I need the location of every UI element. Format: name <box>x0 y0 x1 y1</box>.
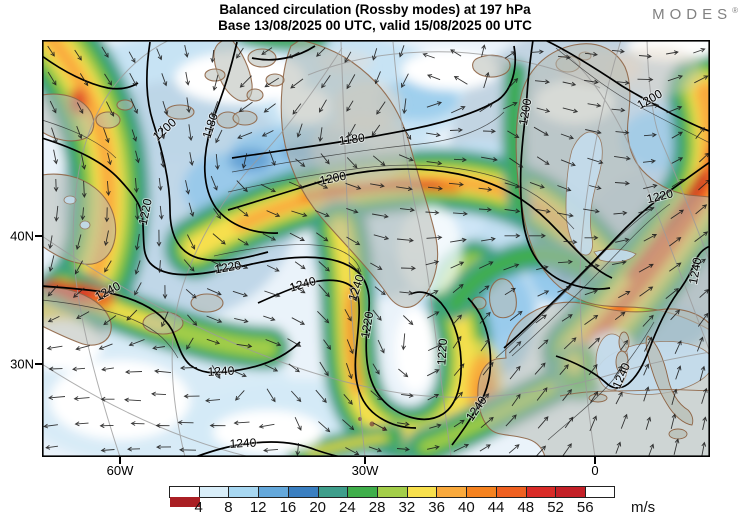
colorbar-value: 20 <box>309 499 326 516</box>
ytick-mark <box>35 363 42 365</box>
contour-label: 1220 <box>213 258 242 276</box>
contours-thin <box>42 47 710 441</box>
xtick-30W: 30W <box>351 463 379 478</box>
ytick-mark <box>35 235 42 237</box>
colorbar-value: 48 <box>517 499 535 516</box>
colorbar-cell <box>378 487 408 497</box>
xtick-0: 0 <box>591 463 599 478</box>
colorbar-cell <box>467 487 497 497</box>
colorbar-cell <box>199 487 230 497</box>
colorbar-cell <box>170 497 200 507</box>
modes-logo: MODES® <box>652 6 738 23</box>
contour-label: 1220 <box>136 197 155 226</box>
colorbar-value: 4 <box>194 499 203 516</box>
contours-thick <box>42 40 710 457</box>
ireland <box>471 296 487 310</box>
colorbar-cell <box>259 487 289 497</box>
contour-label: 1240 <box>229 435 257 450</box>
greenland <box>280 40 439 308</box>
registered-mark: ® <box>732 6 738 15</box>
contour-label: 1200 <box>516 97 534 126</box>
xtick-60W: 60W <box>106 463 134 478</box>
colorbar-value: 56 <box>576 499 594 516</box>
colorbar-cell <box>288 487 319 497</box>
colorbar-value: 40 <box>457 499 475 516</box>
colorbar-cell <box>318 487 349 497</box>
colorbar-value: 52 <box>547 499 564 516</box>
colorbar-value: 24 <box>339 499 356 516</box>
colorbar-cell <box>170 487 200 497</box>
contour-label: 1200 <box>318 169 347 188</box>
iceland <box>472 54 511 78</box>
colorbar-value: 32 <box>398 499 416 516</box>
colorbar-cell <box>556 487 587 497</box>
islands <box>358 331 694 440</box>
colorbar-labels: 4 8 12 16 20 24 28 32 36 40 44 48 52 56 <box>169 499 669 516</box>
arctic-canada <box>42 93 95 142</box>
labrador <box>42 173 117 265</box>
title-line1: Balanced circulation (Rossby modes) at 1… <box>219 2 531 17</box>
contour-label: 1220 <box>358 310 376 339</box>
colorbar-cell <box>526 487 557 497</box>
colorbar-cell <box>437 487 468 497</box>
colorbar-cell <box>229 487 260 497</box>
map-frame <box>42 40 710 457</box>
contour-label: 1220 <box>434 338 450 366</box>
colorbar-value: 28 <box>368 499 386 516</box>
wind-speed-colorbar <box>169 486 615 507</box>
title-line2: Base 13/08/2025 00 UTC, valid 15/08/2025… <box>218 18 532 33</box>
page-title: Balanced circulation (Rossby modes) at 1… <box>0 2 750 34</box>
ytick-40N: 40N <box>10 228 34 244</box>
baffin-island <box>213 40 253 102</box>
colorbar-value: 44 <box>487 499 505 516</box>
xtick-mark <box>364 457 366 464</box>
colorbar-value: 12 <box>249 499 267 516</box>
colorbar-cell <box>496 487 527 497</box>
italy <box>645 335 694 426</box>
africa-coast <box>559 388 710 397</box>
xtick-mark <box>594 457 596 464</box>
colorbar-value: 8 <box>224 499 233 516</box>
map-canvas: 1180118012001200120012001220122012201220… <box>42 40 710 457</box>
contour-label: 1240 <box>207 363 235 378</box>
colorbar-unit: m/s <box>631 499 656 516</box>
colorbar-value: 36 <box>428 499 445 516</box>
colorbar-cell <box>407 487 438 497</box>
wind-vectors <box>43 44 710 457</box>
great-britain <box>488 278 517 319</box>
wind-arrow-set <box>43 44 710 457</box>
ytick-30N: 30N <box>10 356 34 372</box>
contour-label: 1180 <box>338 130 366 148</box>
colorbar-value: 16 <box>279 499 297 516</box>
colorbar-cell <box>348 487 379 497</box>
xtick-mark <box>119 457 121 464</box>
